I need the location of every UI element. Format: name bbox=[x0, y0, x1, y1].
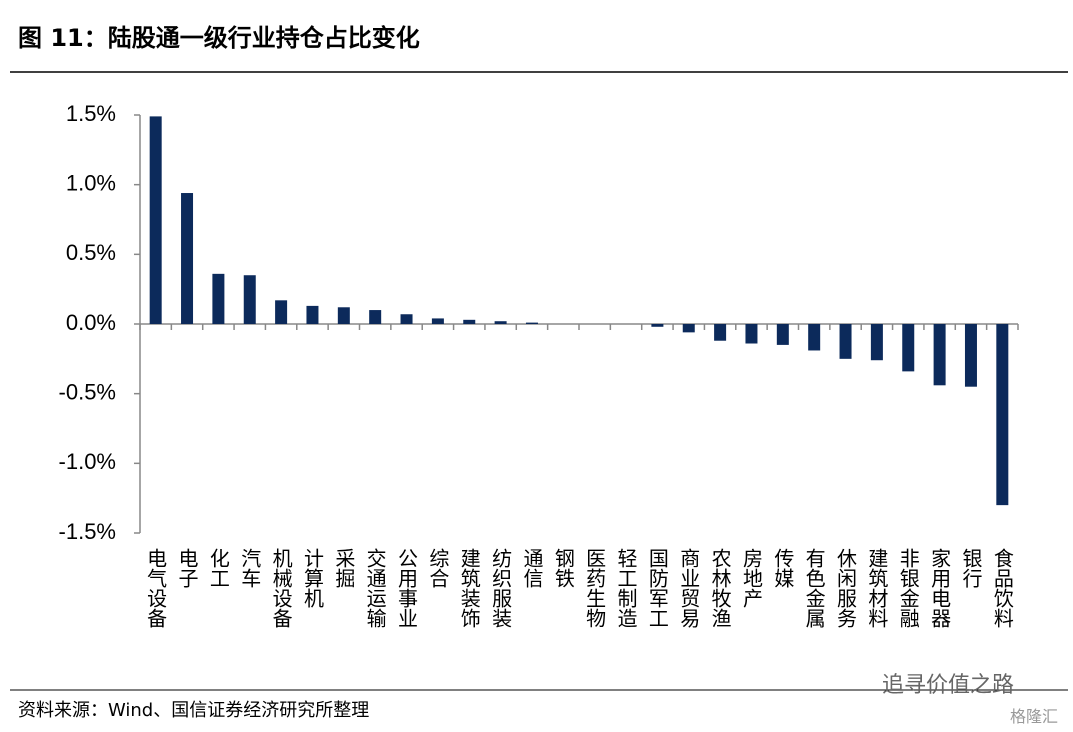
bar bbox=[400, 314, 413, 324]
x-tick-label: 休闲服务 bbox=[834, 548, 858, 628]
x-tick-label: 交通运输 bbox=[363, 548, 387, 628]
y-tick-label: 0.0% bbox=[66, 310, 116, 335]
x-tick-label: 化工 bbox=[206, 548, 230, 588]
bar bbox=[525, 322, 538, 324]
bar bbox=[494, 321, 507, 324]
x-tick-label: 农林牧渔 bbox=[708, 548, 732, 628]
x-tick-label: 国防军工 bbox=[645, 548, 669, 628]
x-tick-label: 采掘 bbox=[332, 548, 356, 588]
bar bbox=[714, 324, 727, 341]
bar bbox=[463, 319, 476, 324]
bar bbox=[181, 193, 194, 324]
x-tick-label: 汽车 bbox=[238, 548, 262, 588]
bar bbox=[149, 116, 162, 324]
logo: 格隆汇 bbox=[1010, 707, 1058, 726]
x-tick-label: 家用电器 bbox=[928, 548, 952, 628]
bar bbox=[212, 273, 225, 324]
x-tick-label: 建筑材料 bbox=[865, 548, 889, 628]
x-tick-label: 商业贸易 bbox=[677, 548, 701, 629]
bar bbox=[839, 324, 852, 359]
bar bbox=[682, 324, 695, 333]
source-note: 资料来源：Wind、国信证券经济研究所整理 bbox=[18, 700, 369, 721]
x-tick-label: 传媒 bbox=[771, 548, 795, 588]
watermark: 追寻价值之路 bbox=[882, 673, 1014, 698]
bar bbox=[902, 324, 915, 372]
x-tick-label: 房地产 bbox=[739, 548, 763, 608]
x-tick-label: 机械设备 bbox=[269, 548, 293, 628]
bar bbox=[369, 310, 382, 324]
bar bbox=[275, 300, 288, 324]
y-tick-label: 1.0% bbox=[66, 170, 116, 195]
bar bbox=[337, 307, 350, 324]
bar bbox=[651, 324, 664, 327]
x-tick-label: 非银金融 bbox=[896, 548, 920, 628]
bar bbox=[306, 305, 319, 324]
bar bbox=[745, 324, 758, 344]
x-tick-label: 电气设备 bbox=[144, 548, 168, 628]
bar bbox=[933, 324, 946, 386]
y-tick-label: -0.5% bbox=[59, 379, 116, 404]
x-tick-label: 有色金属 bbox=[802, 548, 826, 629]
bar bbox=[243, 275, 256, 324]
y-tick-label: 0.5% bbox=[66, 240, 116, 265]
x-tick-label: 公用事业 bbox=[395, 548, 419, 628]
x-tick-label: 综合 bbox=[426, 548, 450, 588]
bar bbox=[870, 324, 883, 361]
x-tick-label: 食品饮料 bbox=[990, 548, 1014, 628]
chart-title: 图 11：陆股通一级行业持仓占比变化 bbox=[18, 24, 420, 52]
x-tick-label: 通信 bbox=[520, 548, 544, 588]
x-tick-label: 钢铁 bbox=[551, 548, 575, 588]
y-tick-label: -1.0% bbox=[59, 449, 116, 474]
x-tick-label: 电子 bbox=[175, 548, 199, 588]
bar bbox=[431, 318, 444, 324]
bar bbox=[776, 324, 789, 345]
x-tick-label: 轻工制造 bbox=[614, 548, 638, 628]
x-tick-label: 计算机 bbox=[300, 548, 324, 608]
bar bbox=[808, 324, 821, 351]
x-tick-label: 银行 bbox=[959, 548, 983, 588]
bar bbox=[996, 324, 1009, 506]
x-tick-label: 医药生物 bbox=[583, 548, 607, 628]
x-tick-label: 纺织服装 bbox=[489, 548, 513, 628]
y-tick-label: 1.5% bbox=[66, 101, 116, 126]
y-tick-label: -1.5% bbox=[59, 519, 116, 544]
bar bbox=[964, 324, 977, 387]
x-tick-label: 建筑装饰 bbox=[457, 548, 481, 628]
